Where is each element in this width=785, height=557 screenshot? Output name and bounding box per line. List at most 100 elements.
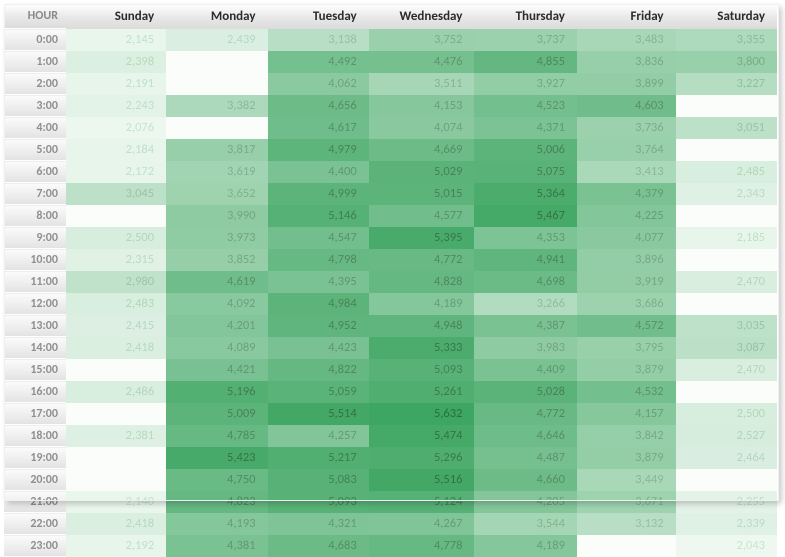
hour-label: 3:00	[4, 95, 66, 117]
heatmap-cell: 2,415	[66, 315, 166, 337]
table-row: 2:002,1914,0623,5113,9273,8993,227	[4, 73, 777, 95]
heatmap-cell: 3,736	[577, 117, 676, 139]
heatmap-cell: 4,157	[577, 403, 676, 425]
day-header: Friday	[577, 4, 676, 29]
heatmap-cell: 4,395	[268, 271, 369, 293]
heatmap-cell: 3,544	[474, 513, 577, 535]
heatmap-cell: 2,172	[66, 161, 166, 183]
heatmap-cell: 4,387	[474, 315, 577, 337]
table-row: 18:002,3814,7854,2575,4744,6463,8422,527	[4, 425, 777, 447]
table-row: 21:002,1404,8235,0935,1244,2053,6712,255	[4, 491, 777, 513]
heatmap-cell: 5,146	[268, 205, 369, 227]
heatmap-cell: 2,339	[676, 513, 777, 535]
heatmap-cell: 3,619	[166, 161, 267, 183]
hour-label: 5:00	[4, 139, 66, 161]
heatmap-cell: 5,083	[268, 469, 369, 491]
heatmap-cell: 2,076	[66, 117, 166, 139]
heatmap-cell: 4,371	[474, 117, 577, 139]
hour-label: 17:00	[4, 403, 66, 425]
heatmap-cell: 5,261	[369, 381, 475, 403]
hour-label: 6:00	[4, 161, 66, 183]
table-row: 8:003,9905,1464,5775,4674,225	[4, 205, 777, 227]
heatmap-cell: 3,671	[577, 491, 676, 513]
heatmap-cell: 4,778	[369, 535, 475, 557]
heatmap-cell: 4,683	[268, 535, 369, 557]
table-row: 20:004,7505,0835,5164,6603,449	[4, 469, 777, 491]
table-row: 14:002,4184,0894,4235,3333,9833,7953,087	[4, 337, 777, 359]
heatmap-cell: 3,752	[369, 29, 475, 51]
heatmap-cell: 3,899	[577, 73, 676, 95]
heatmap-cell: 4,189	[474, 535, 577, 557]
table-row: 17:005,0095,5145,6324,7724,1572,500	[4, 403, 777, 425]
heatmap-cell	[676, 249, 777, 271]
table-row: 7:003,0453,6524,9995,0155,3644,3792,343	[4, 183, 777, 205]
heatmap-cell: 3,266	[474, 293, 577, 315]
table-row: 9:002,5003,9734,5475,3954,3534,0772,185	[4, 227, 777, 249]
heatmap-cell: 4,772	[474, 403, 577, 425]
heatmap-cell: 4,153	[369, 95, 475, 117]
table-row: 6:002,1723,6194,4005,0295,0753,4132,485	[4, 161, 777, 183]
heatmap-cell: 4,822	[268, 359, 369, 381]
heatmap-cell: 2,398	[66, 51, 166, 73]
heatmap-cell: 4,074	[369, 117, 475, 139]
hour-label: 15:00	[4, 359, 66, 381]
heatmap-cell: 3,045	[66, 183, 166, 205]
heatmap-cell: 5,015	[369, 183, 475, 205]
heatmap-cell	[66, 469, 166, 491]
heatmap-cell: 5,006	[474, 139, 577, 161]
heatmap-cell: 4,572	[577, 315, 676, 337]
heatmap-cell: 4,193	[166, 513, 267, 535]
heatmap-cell: 4,257	[268, 425, 369, 447]
heatmap-cell: 4,547	[268, 227, 369, 249]
heatmap-cell	[577, 535, 676, 557]
heatmap-cell: 2,485	[676, 161, 777, 183]
heatmap-cell: 4,353	[474, 227, 577, 249]
heatmap-cell: 4,092	[166, 293, 267, 315]
table-row: 15:004,4214,8225,0934,4093,8792,470	[4, 359, 777, 381]
table-row: 10:002,3153,8524,7984,7724,9413,896	[4, 249, 777, 271]
heatmap-cell: 3,035	[676, 315, 777, 337]
table-head: HOUR SundayMondayTuesdayWednesdayThursda…	[4, 4, 777, 29]
heatmap-cell: 3,051	[676, 117, 777, 139]
heatmap-cell: 2,315	[66, 249, 166, 271]
hour-label: 16:00	[4, 381, 66, 403]
heatmap-cell: 4,400	[268, 161, 369, 183]
heatmap-cell: 5,009	[166, 403, 267, 425]
heatmap-cell: 3,927	[474, 73, 577, 95]
heatmap-cell: 3,449	[577, 469, 676, 491]
table-row: 22:002,4184,1934,3214,2673,5443,1322,339	[4, 513, 777, 535]
heatmap-cell: 4,409	[474, 359, 577, 381]
heatmap-cell: 5,333	[369, 337, 475, 359]
heatmap-cell: 5,516	[369, 469, 475, 491]
heatmap-cell: 3,919	[577, 271, 676, 293]
heatmap-cell: 5,196	[166, 381, 267, 403]
heatmap-cell: 4,062	[268, 73, 369, 95]
heatmap-cell: 3,764	[577, 139, 676, 161]
heatmap-cell: 4,979	[268, 139, 369, 161]
heatmap-cell: 5,474	[369, 425, 475, 447]
heatmap-cell: 2,191	[66, 73, 166, 95]
page-root: HOUR SundayMondayTuesdayWednesdayThursda…	[0, 0, 785, 507]
heatmap-cell: 5,217	[268, 447, 369, 469]
day-header: Wednesday	[369, 4, 475, 29]
heatmap-cell: 5,467	[474, 205, 577, 227]
heatmap-cell: 3,879	[577, 359, 676, 381]
hour-label: 2:00	[4, 73, 66, 95]
heatmap-cell: 2,184	[66, 139, 166, 161]
heatmap-cell: 4,492	[268, 51, 369, 73]
heatmap-cell: 3,382	[166, 95, 267, 117]
hour-label: 8:00	[4, 205, 66, 227]
table-body: 0:002,1452,4393,1383,7523,7373,4833,355 1…	[4, 29, 777, 557]
table-row: 23:002,1924,3814,6834,7784,1892,043	[4, 535, 777, 557]
table-row: 19:005,4235,2175,2964,4873,8792,464	[4, 447, 777, 469]
heatmap-cell: 3,852	[166, 249, 267, 271]
table-row: 0:002,1452,4393,1383,7523,7373,4833,355	[4, 29, 777, 51]
heatmap-cell: 2,439	[166, 29, 267, 51]
heatmap-cell: 2,192	[66, 535, 166, 557]
heatmap-cell: 5,632	[369, 403, 475, 425]
heatmap-cell: 5,029	[369, 161, 475, 183]
heatmap-cell: 4,855	[474, 51, 577, 73]
heatmap-cell: 4,999	[268, 183, 369, 205]
heatmap-cell	[66, 205, 166, 227]
table-row: 13:002,4154,2014,9524,9484,3874,5723,035	[4, 315, 777, 337]
